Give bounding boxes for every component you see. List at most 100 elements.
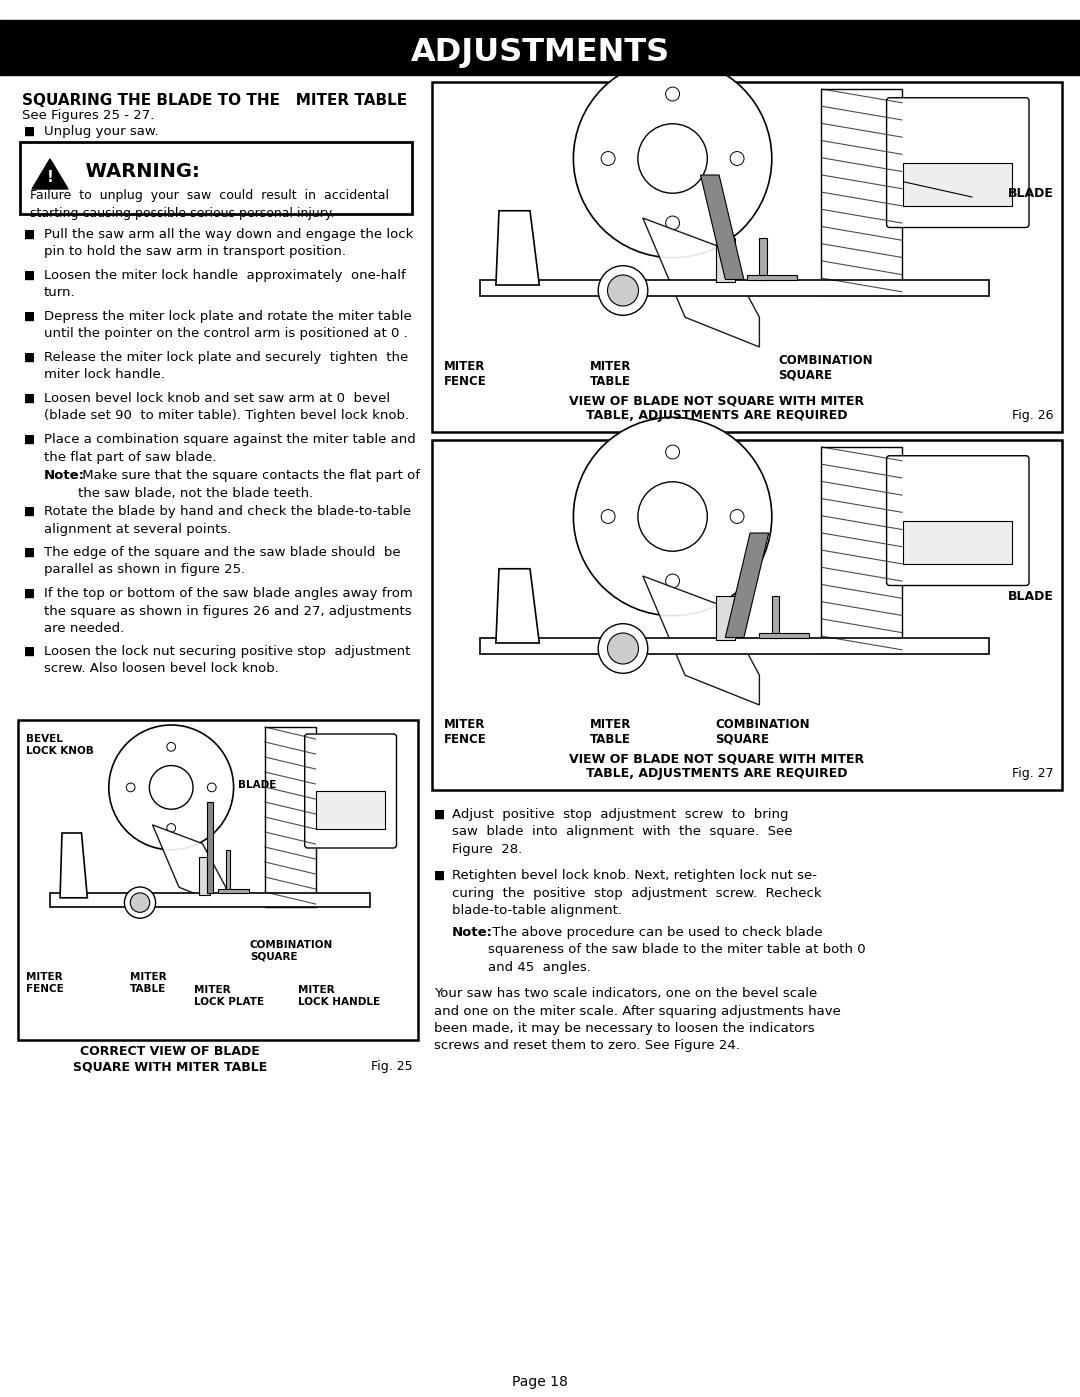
Circle shape: [573, 59, 772, 257]
Bar: [903, 521, 1012, 564]
Bar: [0, 20, 1080, 75]
Text: COMBINATION
SQUARE: COMBINATION SQUARE: [715, 718, 810, 746]
Text: MITER
TABLE: MITER TABLE: [590, 718, 631, 746]
Text: SQUARE WITH MITER TABLE: SQUARE WITH MITER TABLE: [72, 1060, 267, 1073]
Circle shape: [665, 446, 679, 460]
Polygon shape: [152, 824, 226, 907]
Polygon shape: [60, 833, 87, 898]
Bar: [199, 856, 211, 895]
Text: ■: ■: [24, 393, 36, 405]
Circle shape: [131, 893, 150, 912]
Text: MITER
LOCK HANDLE: MITER LOCK HANDLE: [298, 985, 380, 1007]
Circle shape: [166, 824, 176, 833]
Circle shape: [602, 151, 616, 165]
Text: Your saw has two scale indicators, one on the bevel scale
and one on the miter s: Your saw has two scale indicators, one o…: [434, 988, 841, 1052]
Circle shape: [207, 784, 216, 792]
Circle shape: [665, 217, 679, 231]
Bar: [207, 802, 213, 893]
FancyBboxPatch shape: [887, 455, 1029, 585]
Polygon shape: [32, 159, 68, 189]
Circle shape: [149, 766, 193, 809]
FancyBboxPatch shape: [887, 98, 1029, 228]
Text: BLADE: BLADE: [1008, 187, 1054, 200]
Circle shape: [665, 574, 679, 588]
Polygon shape: [643, 218, 759, 346]
Text: Rotate the blade by hand and check the blade-to-table
alignment at several point: Rotate the blade by hand and check the b…: [44, 504, 411, 535]
Circle shape: [124, 887, 156, 918]
Text: COMBINATION
SQUARE: COMBINATION SQUARE: [779, 353, 873, 381]
Text: Fig. 25: Fig. 25: [372, 1060, 413, 1073]
Circle shape: [607, 275, 638, 306]
Circle shape: [598, 265, 648, 316]
Text: SQUARING THE BLADE TO THE   MITER TABLE: SQUARING THE BLADE TO THE MITER TABLE: [22, 94, 407, 108]
Text: If the top or bottom of the saw blade angles away from
the square as shown in fi: If the top or bottom of the saw blade an…: [44, 587, 413, 636]
Text: See Figures 25 - 27.: See Figures 25 - 27.: [22, 109, 154, 122]
Text: MITER
FENCE: MITER FENCE: [444, 718, 487, 746]
Bar: [226, 849, 230, 893]
Text: The above procedure can be used to check blade
squareness of the saw blade to th: The above procedure can be used to check…: [488, 926, 866, 974]
Circle shape: [638, 482, 707, 552]
Text: Note:: Note:: [44, 469, 85, 482]
Polygon shape: [726, 534, 769, 637]
Bar: [316, 791, 384, 828]
Bar: [822, 89, 902, 295]
Circle shape: [607, 633, 638, 664]
Text: ■: ■: [24, 587, 36, 599]
Text: VIEW OF BLADE NOT SQUARE WITH MITER: VIEW OF BLADE NOT SQUARE WITH MITER: [569, 394, 865, 407]
Bar: [432, 440, 1062, 789]
Bar: [481, 637, 989, 654]
Text: Loosen the lock nut securing positive stop  adjustment
screw. Also loosen bevel : Loosen the lock nut securing positive st…: [44, 645, 410, 676]
Text: TABLE, ADJUSTMENTS ARE REQUIRED: TABLE, ADJUSTMENTS ARE REQUIRED: [586, 409, 848, 422]
Text: The edge of the square and the saw blade should  be
parallel as shown in figure : The edge of the square and the saw blade…: [44, 546, 401, 577]
Text: ■: ■: [24, 351, 36, 365]
Circle shape: [602, 510, 616, 524]
Text: TABLE, ADJUSTMENTS ARE REQUIRED: TABLE, ADJUSTMENTS ARE REQUIRED: [586, 767, 848, 780]
Text: ■: ■: [24, 310, 36, 323]
Text: MITER
TABLE: MITER TABLE: [590, 360, 631, 388]
Text: Pull the saw arm all the way down and engage the lock
pin to hold the saw arm in: Pull the saw arm all the way down and en…: [44, 228, 414, 258]
Text: Adjust  positive  stop  adjustment  screw  to  bring
saw  blade  into  alignment: Adjust positive stop adjustment screw to…: [453, 807, 793, 856]
Text: ■: ■: [24, 546, 36, 559]
Bar: [51, 893, 370, 908]
Bar: [481, 279, 989, 296]
Bar: [18, 719, 418, 1039]
Text: ■: ■: [434, 807, 445, 821]
Circle shape: [573, 418, 772, 616]
Text: WARNING:: WARNING:: [72, 162, 200, 182]
Text: COMBINATION
SQUARE: COMBINATION SQUARE: [249, 940, 334, 961]
Circle shape: [638, 124, 707, 193]
Circle shape: [730, 510, 744, 524]
Bar: [772, 597, 780, 637]
Text: ■: ■: [24, 228, 36, 242]
Text: Depress the miter lock plate and rotate the miter table
until the pointer on the: Depress the miter lock plate and rotate …: [44, 310, 411, 341]
Bar: [21, 142, 411, 214]
Circle shape: [126, 784, 135, 792]
Bar: [716, 239, 734, 282]
Polygon shape: [701, 175, 744, 279]
Bar: [218, 890, 249, 893]
Bar: [265, 726, 315, 907]
Bar: [759, 633, 809, 637]
Text: Fig. 26: Fig. 26: [1013, 409, 1054, 422]
Circle shape: [665, 87, 679, 101]
Bar: [747, 275, 797, 279]
Text: Loosen bevel lock knob and set saw arm at 0  bevel
(blade set 90  to miter table: Loosen bevel lock knob and set saw arm a…: [44, 393, 409, 422]
Text: ■: ■: [24, 504, 36, 518]
Circle shape: [598, 623, 648, 673]
Text: Loosen the miter lock handle  approximately  one-half
turn.: Loosen the miter lock handle approximate…: [44, 270, 406, 299]
Text: Unplug your saw.: Unplug your saw.: [44, 124, 159, 138]
Text: MITER
FENCE: MITER FENCE: [26, 972, 64, 993]
Text: BLADE: BLADE: [1008, 590, 1054, 604]
Text: MITER
TABLE: MITER TABLE: [130, 972, 166, 993]
Text: ■: ■: [434, 869, 445, 882]
Circle shape: [109, 725, 233, 849]
Bar: [903, 162, 1012, 205]
Text: MITER
LOCK PLATE: MITER LOCK PLATE: [194, 985, 265, 1007]
Text: BEVEL
LOCK KNOB: BEVEL LOCK KNOB: [26, 733, 94, 756]
FancyBboxPatch shape: [305, 733, 396, 848]
Text: Failure  to  unplug  your  saw  could  result  in  accidental
starting causing p: Failure to unplug your saw could result …: [30, 189, 389, 219]
Polygon shape: [496, 569, 539, 643]
Text: Release the miter lock plate and securely  tighten  the
miter lock handle.: Release the miter lock plate and securel…: [44, 351, 408, 381]
Text: ■: ■: [24, 433, 36, 446]
Text: ■: ■: [24, 124, 36, 138]
